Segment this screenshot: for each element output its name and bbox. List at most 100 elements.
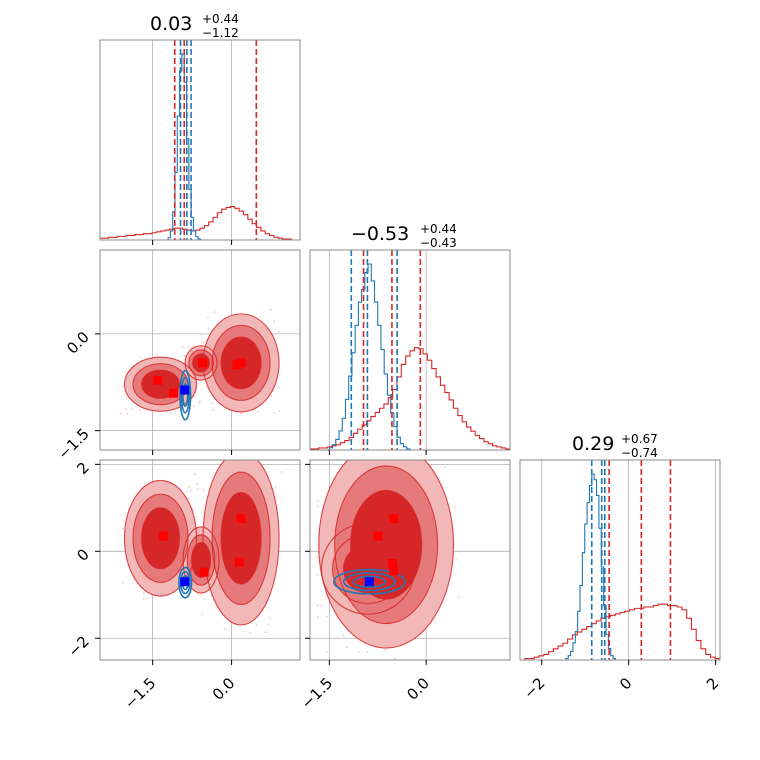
scatter-dot xyxy=(274,485,277,488)
title-param-1: 0.03 xyxy=(150,13,192,35)
scatter-dot xyxy=(255,624,258,627)
scatter-panel-2-3 xyxy=(309,452,511,661)
title-param-3: 0.29 xyxy=(572,433,614,455)
red-contour-line-level-3 xyxy=(141,369,181,399)
scatter-dot xyxy=(139,408,142,411)
red-contour-line-level-2 xyxy=(211,324,271,401)
red-contour-line-level-3 xyxy=(220,336,262,390)
scatter-panel-1-2 xyxy=(99,249,301,451)
scatter-dot xyxy=(140,357,143,359)
scatter-dot xyxy=(130,408,133,411)
red-contour-line-level-2 xyxy=(132,493,189,583)
title-param-2-value: −0.53 xyxy=(351,223,409,245)
blue-marker xyxy=(180,385,190,395)
blue-contour-level-1 xyxy=(178,566,193,599)
red-marker xyxy=(389,514,399,524)
scatter-dot xyxy=(342,634,345,637)
red-contour-line-level-2 xyxy=(188,349,214,377)
histogram-panel-2 xyxy=(309,249,511,451)
scatter-dot xyxy=(331,463,334,466)
histogram-panel-3 xyxy=(519,459,721,661)
scatter-dot xyxy=(240,412,242,415)
red-marker xyxy=(198,358,208,368)
scatter-panel-1-3 xyxy=(99,454,301,661)
x-tick-label: −1.5 xyxy=(298,674,336,712)
title-param-1-value: 0.03 xyxy=(150,13,192,35)
scatter-dot xyxy=(206,316,209,319)
scatter-dot xyxy=(120,412,122,415)
scatter-dot xyxy=(195,516,198,518)
scatter-dot xyxy=(268,616,271,619)
scatter-dot xyxy=(122,385,125,387)
red-marker xyxy=(199,567,209,577)
histogram-panel-1-content xyxy=(100,40,300,240)
scatter-dot xyxy=(280,471,283,473)
scatter-dot xyxy=(444,466,447,469)
scatter-dot xyxy=(319,604,322,607)
scatter-dot xyxy=(201,613,204,616)
scatter-dot xyxy=(187,486,190,489)
red-contour-line-level-2 xyxy=(186,534,216,586)
blue-contour-level-2 xyxy=(343,572,396,592)
red-contour-line-level-1 xyxy=(182,526,220,594)
scatter-dot xyxy=(182,346,185,349)
scatter-dot xyxy=(366,651,369,654)
scatter-dot xyxy=(192,405,195,408)
histogram-panel-1 xyxy=(99,39,301,241)
red-contour-line-level-3 xyxy=(350,489,423,600)
scatter-dot xyxy=(198,401,201,404)
scatter-dot xyxy=(204,598,207,601)
scatter-dot xyxy=(317,616,320,618)
scatter-dot xyxy=(316,604,319,607)
histogram-panel-1-background xyxy=(100,40,300,240)
scatter-dot xyxy=(325,651,328,653)
red-marker xyxy=(153,375,163,385)
scatter-dot xyxy=(326,615,328,618)
scatter-dot xyxy=(196,483,199,486)
scatter-dot xyxy=(196,488,199,490)
y-tick-label: 0.0 xyxy=(63,328,93,358)
scatter-dot xyxy=(260,454,262,456)
scatter-panel-1-3-content xyxy=(100,454,300,660)
scatter-dot xyxy=(270,308,273,311)
scatter-dot xyxy=(272,320,275,323)
red-marker xyxy=(158,531,168,541)
scatter-dot xyxy=(270,395,273,398)
scatter-dot xyxy=(273,412,275,414)
scatter-dot xyxy=(121,527,124,530)
title-param-1-plus: +0.44 xyxy=(202,12,239,26)
scatter-dot xyxy=(316,556,319,559)
scatter-dot xyxy=(394,657,396,660)
scatter-dot xyxy=(278,386,281,388)
scatter-dot xyxy=(269,309,271,311)
scatter-dot xyxy=(189,490,192,492)
scatter-dot xyxy=(122,581,125,584)
y-tick-label: −1.5 xyxy=(54,425,92,463)
scatter-dot xyxy=(278,410,281,412)
scatter-dot xyxy=(316,500,319,502)
blue-contour-level-1 xyxy=(333,568,406,595)
scatter-dot xyxy=(346,646,349,649)
red-contour-line-level-1 xyxy=(123,356,198,412)
panel-frame xyxy=(99,39,301,241)
scatter-dot xyxy=(455,558,458,561)
scatter-dot xyxy=(454,452,456,454)
title-param-2-minus: −0.43 xyxy=(420,236,457,250)
x-tick-label: 0.0 xyxy=(209,674,239,704)
red-contour-line-level-3 xyxy=(141,507,181,570)
scatter-dot xyxy=(192,509,195,512)
panel-frame xyxy=(309,249,511,451)
scatter-dot xyxy=(213,311,216,313)
scatter-dot xyxy=(457,596,460,599)
scatter-dot xyxy=(126,412,129,415)
scatter-dot xyxy=(188,497,190,500)
scatter-dot xyxy=(202,488,205,491)
red-marker xyxy=(388,558,398,568)
scatter-dot xyxy=(126,396,128,399)
histogram-red-3 xyxy=(520,603,720,660)
panel-frame xyxy=(99,459,301,661)
blue-contour-level-1 xyxy=(179,369,192,421)
scatter-dot xyxy=(357,650,360,653)
red-marker xyxy=(236,358,246,368)
